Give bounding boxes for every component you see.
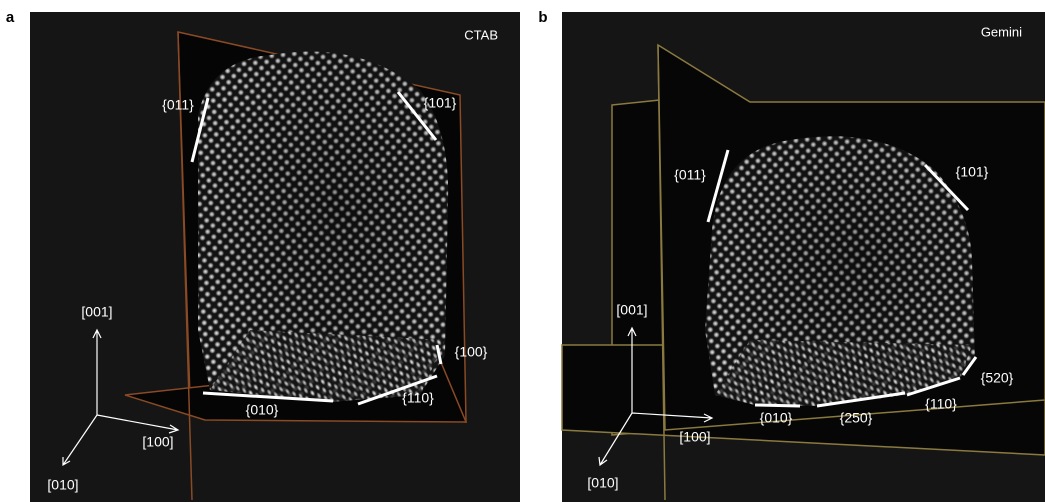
axis-label: [001] bbox=[81, 304, 112, 320]
panel-label: a bbox=[6, 9, 15, 26]
panel-title: Gemini bbox=[981, 24, 1022, 39]
facet-label: {011} bbox=[674, 167, 706, 183]
axis-label: [010] bbox=[47, 477, 78, 493]
facet-label: {011} bbox=[162, 97, 194, 113]
facet-label: {101} bbox=[424, 95, 457, 111]
facet-line bbox=[755, 405, 800, 406]
facet-label: {100} bbox=[455, 344, 488, 360]
facet-label: {110} bbox=[925, 396, 957, 412]
facet-label: {010} bbox=[246, 402, 279, 418]
facet-label: {250} bbox=[840, 410, 873, 426]
axis-label: [001] bbox=[616, 302, 647, 318]
facet-label: {520} bbox=[981, 370, 1014, 386]
facet-label: {010} bbox=[760, 410, 793, 426]
facet-label: {110} bbox=[402, 390, 434, 406]
axis-label: [010] bbox=[587, 475, 618, 491]
axis-label: [100] bbox=[142, 434, 173, 450]
panel-title: CTAB bbox=[464, 27, 498, 42]
facet-label: {101} bbox=[956, 164, 989, 180]
panel-label: b bbox=[538, 9, 547, 26]
figure: a CTAB {011} {101} {100} {110} {010} [00… bbox=[0, 0, 1045, 502]
axis-label: [100] bbox=[679, 429, 710, 445]
